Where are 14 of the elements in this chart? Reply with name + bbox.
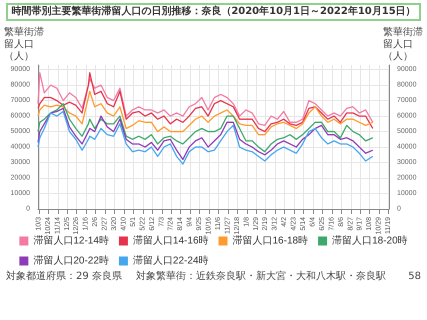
legend-label: 滞留人口18-20時 [332,234,408,246]
text: 対象都道府県：29 奈良県 [6,271,122,283]
line-series [37,103,374,152]
chart-title: 時間帯別主要繁華街滞留人口の日別推移：奈良（2020年10月1日～2022年10月15日） [6,3,421,21]
text: 対象繁華街：近鉄奈良駅・新大宮・大和八木駅・奈良駅 [136,271,386,283]
y2-axis-title: 繁華街滞留人口（人） [383,27,424,63]
legend-label: 滞留人口12-14時 [33,234,109,246]
line-series [37,90,374,136]
legend-label: 滞留人口22-24時 [132,254,208,266]
legend-label: 滞留人口16-18時 [232,234,308,246]
legend-label: 滞留人口14-16時 [132,234,208,246]
y-axis-title: 繁華街滞留人口（人） [4,27,45,63]
legend-label: 滞留人口20-22時 [33,254,109,266]
text: 58 [408,271,421,283]
